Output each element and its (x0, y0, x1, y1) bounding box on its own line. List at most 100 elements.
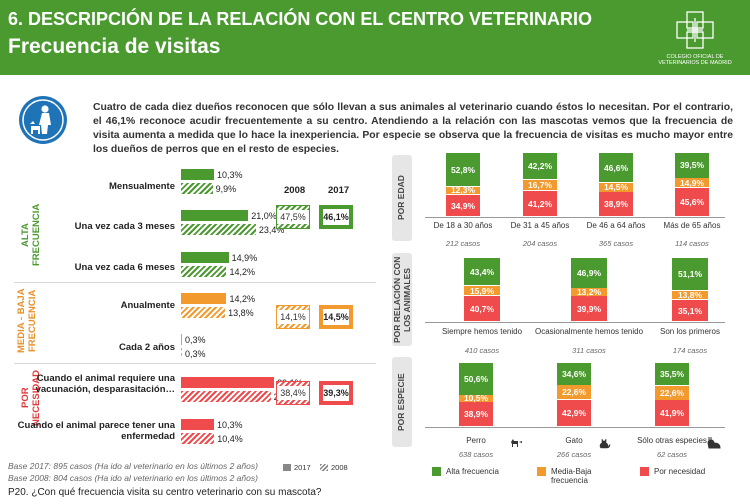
stack-segment-por-necesidad: 38,9% (599, 192, 633, 217)
bar-2008 (181, 391, 271, 402)
stack-segment-alta-frecuencia: 50,6% (459, 363, 493, 395)
legend-2017: 2017 (283, 463, 311, 472)
stack-segment-alta-frecuencia: 34,6% (557, 362, 591, 385)
category-label: Sólo otras especies (637, 436, 707, 445)
total-2008-value: 14,1% (277, 310, 309, 324)
row-label-cada-2-anos: Cada 2 años (119, 342, 175, 353)
row-label-anualmente: Anualmente (120, 300, 175, 311)
stack-segment-alta-frecuencia: 46,6% (599, 153, 633, 183)
row-label-6-meses: Una vez cada 6 meses (74, 262, 175, 273)
stack-segment-media-baja-frecuencia: 12,3% (446, 185, 480, 195)
category-label: Perro (466, 436, 486, 445)
bar-2008 (181, 307, 226, 318)
panel-label-relacion: POR RELACIÓN CON LOS ANIMALES (392, 256, 412, 344)
stack-segment-alta-frecuencia: 39,5% (675, 153, 709, 178)
total-2008: 14,1% (276, 305, 310, 329)
person-with-dog-icon (19, 96, 67, 144)
value-label-2008: 13,8% (228, 307, 254, 318)
bar-2008 (181, 183, 213, 194)
section-subtitle: Frecuencia de visitas (8, 35, 221, 58)
value-label-2017: 10,3% (216, 169, 243, 180)
stack-segment-alta-frecuencia: 42,2% (523, 152, 557, 180)
dog-icon (511, 439, 522, 447)
legend-necesidad-swatch (640, 467, 649, 476)
stack-segment-media-baja-frecuencia: 13,8% (672, 290, 708, 300)
value-label-2017: 14,9% (231, 252, 258, 263)
category-label: Gato (565, 436, 583, 445)
base-2017-note: Base 2017: 895 casos (Ha ido al veterina… (8, 461, 258, 471)
value-label-2008: 23,4% (258, 224, 285, 235)
seal-icon (676, 11, 714, 49)
rabbit-icon (707, 437, 721, 449)
panel-baseline (425, 217, 725, 218)
stack-segment-por-necesidad: 40,7% (464, 295, 500, 322)
row-label-enfermedad: Cuando el animal parece tener una enferm… (17, 420, 175, 442)
base-2008-note: Base 2008: 804 casos (Ha ido al veterina… (8, 473, 258, 483)
legend-media: Media-Baja frecuencia (537, 467, 605, 485)
bar-2008 (181, 433, 215, 444)
category-label: Siempre hemos tenido (441, 327, 523, 336)
stack-segment-por-necesidad: 45,6% (675, 187, 709, 217)
panel-label-especie: POR ESPECIE (396, 373, 406, 431)
total-2008: 47,5% (276, 205, 310, 229)
total-2017: 39,3% (319, 381, 353, 405)
panel-tab-relacion (392, 253, 412, 346)
category-label: Ocasionalmente hemos tenido (534, 327, 644, 336)
value-label-2008: 14,2% (229, 266, 255, 277)
stack-segment-media-baja-frecuencia: 15,9% (464, 286, 500, 296)
panel-tab-especie (392, 357, 412, 447)
bar-2017 (181, 169, 214, 180)
stack-segment-por-necesidad: 35,1% (672, 299, 708, 322)
bar-2017 (181, 293, 227, 304)
bar-2017 (181, 377, 275, 388)
stack-segment-por-necesidad: 41,2% (523, 190, 557, 217)
total-2017: 46,1% (319, 205, 353, 229)
stack-segment-alta-frecuencia: 35,5% (655, 363, 689, 386)
total-2008: 38,4% (276, 381, 310, 405)
stack-segment-alta-frecuencia: 46,9% (571, 258, 607, 288)
value-label-2008: 0,3% (185, 348, 206, 359)
row-label-vacunacion: Cuando el animal requiere una vacunación… (35, 373, 175, 395)
survey-question: P20. ¿Con qué frecuencia visita su centr… (8, 487, 322, 498)
bar-2017 (181, 334, 182, 345)
group-alta-frecuencia: ALTA FRECUENCIA (20, 203, 42, 267)
cases-label: 114 casos (675, 239, 709, 248)
intro-text: Cuatro de cada diez dueños reconocen que… (93, 102, 733, 155)
section-title: 6. DESCRIPCIÓN DE LA RELACIÓN CON EL CEN… (8, 9, 593, 29)
cases-label: 365 casos (598, 239, 634, 248)
stack-segment-por-necesidad: 34,9% (446, 194, 480, 217)
header-banner: 6. DESCRIPCIÓN DE LA RELACIÓN CON EL CEN… (0, 0, 750, 75)
bar-2017 (181, 210, 249, 221)
college-logo: COLEGIO OFICIAL DE VETERINARIOS DE MADRI… (648, 4, 742, 71)
legend-2008-label: 2008 (331, 463, 348, 472)
year-header-2008: 2008 (284, 185, 306, 196)
year-header-2017: 2017 (328, 185, 350, 196)
stack-segment-alta-frecuencia: 43,4% (464, 258, 500, 286)
legend-necesidad: Por necesidad (640, 467, 705, 476)
stack-segment-por-necesidad: 39,9% (571, 296, 607, 322)
group-divider (14, 363, 376, 364)
stack-segment-media-baja-frecuencia: 10,5% (459, 393, 493, 403)
legend-2008: 2008 (320, 463, 348, 472)
legend-necesidad-label: Por necesidad (654, 467, 706, 476)
value-label-2008: 10,4% (217, 433, 243, 444)
value-label-2017: 10,3% (216, 419, 243, 430)
bar-2008 (181, 348, 182, 359)
cases-label: 204 casos (522, 239, 558, 248)
value-label-2008: 9,9% (215, 183, 237, 194)
total-2008-value: 38,4% (277, 386, 309, 400)
value-label-2017: 14,2% (229, 293, 255, 304)
legend-media-label: Media-Baja frecuencia (551, 467, 592, 485)
stack-segment-media-baja-frecuencia: 14,9% (675, 178, 709, 188)
logo-text: COLEGIO OFICIAL DE VETERINARIOS DE MADRI… (658, 54, 732, 66)
panel-baseline (425, 427, 725, 428)
panel-tab-edad (392, 155, 412, 241)
category-label: De 31 a 45 años (510, 221, 570, 230)
row-label-mensualmente: Mensualmente (109, 181, 175, 192)
value-label-2017: 0,3% (185, 334, 206, 345)
cases-label: 311 casos (572, 346, 606, 355)
stack-segment-por-necesidad: 38,9% (459, 402, 493, 427)
value-label-2017: 21,0% (251, 210, 277, 221)
stack-segment-media-baja-frecuencia: 13,2% (571, 287, 607, 297)
cases-label: 638 casos (458, 450, 494, 459)
